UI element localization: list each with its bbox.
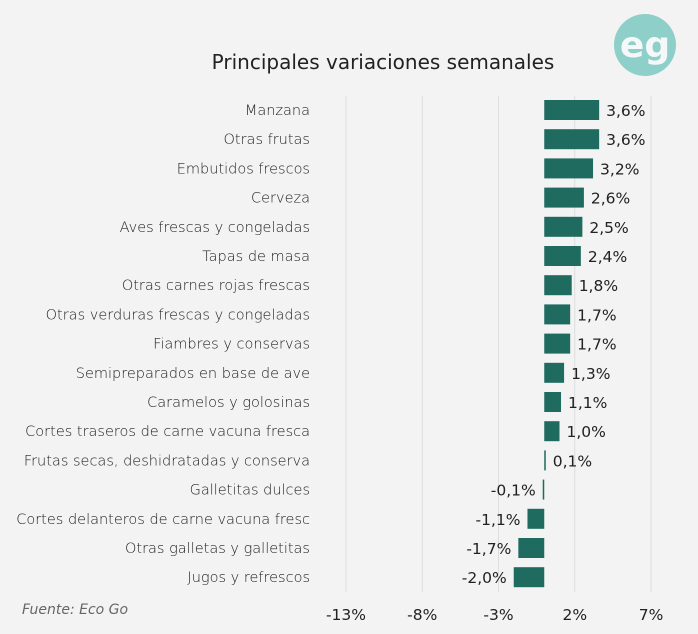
category-label: Tapas de masa (202, 249, 310, 265)
chart-title: Principales variaciones semanales (212, 50, 555, 74)
data-label: 1,3% (571, 365, 610, 383)
data-label: 3,6% (606, 131, 645, 149)
category-label: Cerveza (251, 191, 310, 207)
bar (544, 362, 565, 383)
bar (513, 567, 545, 588)
bar (544, 100, 600, 120)
bar (544, 275, 572, 296)
source-note: Fuente: Eco Go (22, 602, 128, 618)
bar (544, 158, 594, 179)
category-label: Jugos y refrescos (187, 570, 310, 586)
bar (544, 392, 562, 412)
bar (518, 538, 545, 558)
data-label: 1,8% (579, 277, 618, 295)
data-label: 2,6% (591, 190, 630, 208)
x-tick-label: -8% (407, 606, 437, 624)
category-label: Manzana (245, 103, 310, 119)
x-tick-label: 2% (562, 606, 587, 624)
category-label: Cortes traseros de carne vacuna fresca (25, 424, 310, 440)
category-label: Otras frutas (224, 132, 311, 148)
data-label: -1,1% (475, 511, 520, 529)
data-label: 3,2% (600, 160, 639, 178)
bar (544, 216, 583, 237)
bar (544, 187, 584, 208)
data-label: -0,1% (491, 482, 536, 500)
bar (544, 333, 571, 354)
bar (542, 479, 545, 500)
category-label: Fiambres y conservas (153, 337, 310, 353)
category-label: Embutidos frescos (177, 161, 310, 177)
bar (544, 421, 560, 442)
data-label: 1,7% (577, 306, 616, 324)
data-label: 0,1% (553, 452, 592, 470)
category-label: Otras verduras frescas y congeladas (46, 307, 310, 323)
bar (544, 304, 571, 325)
x-tick-label: -13% (326, 606, 366, 624)
data-label: 1,1% (568, 394, 607, 412)
category-label: Galletitas dulces (190, 483, 310, 499)
data-label: -1,7% (466, 540, 511, 558)
logo: eg (614, 14, 676, 76)
logo-circle (614, 14, 676, 76)
category-label: Cortes delanteros de carne vacuna fresc (16, 512, 310, 528)
category-label: Aves frescas y congeladas (120, 220, 310, 236)
x-tick-label: 7% (639, 606, 664, 624)
bar (544, 246, 581, 266)
category-label: Otras carnes rojas frescas (122, 278, 310, 294)
category-label: Semipreparados en base de ave (76, 366, 310, 382)
bar (544, 129, 600, 150)
category-label: Caramelos y golosinas (147, 395, 310, 411)
x-tick-label: -3% (483, 606, 513, 624)
category-label: Frutas secas, deshidratadas y conserva (24, 453, 310, 469)
data-label: 2,4% (588, 248, 627, 266)
data-label: 1,7% (577, 336, 616, 354)
bar (527, 508, 545, 529)
category-label: Otras galletas y galletitas (125, 541, 310, 557)
data-label: 3,6% (606, 102, 645, 120)
bar (544, 450, 546, 471)
data-label: 1,0% (567, 423, 606, 441)
logo-text: eg (620, 25, 670, 66)
data-label: 2,5% (589, 219, 628, 237)
data-label: -2,0% (462, 569, 507, 587)
